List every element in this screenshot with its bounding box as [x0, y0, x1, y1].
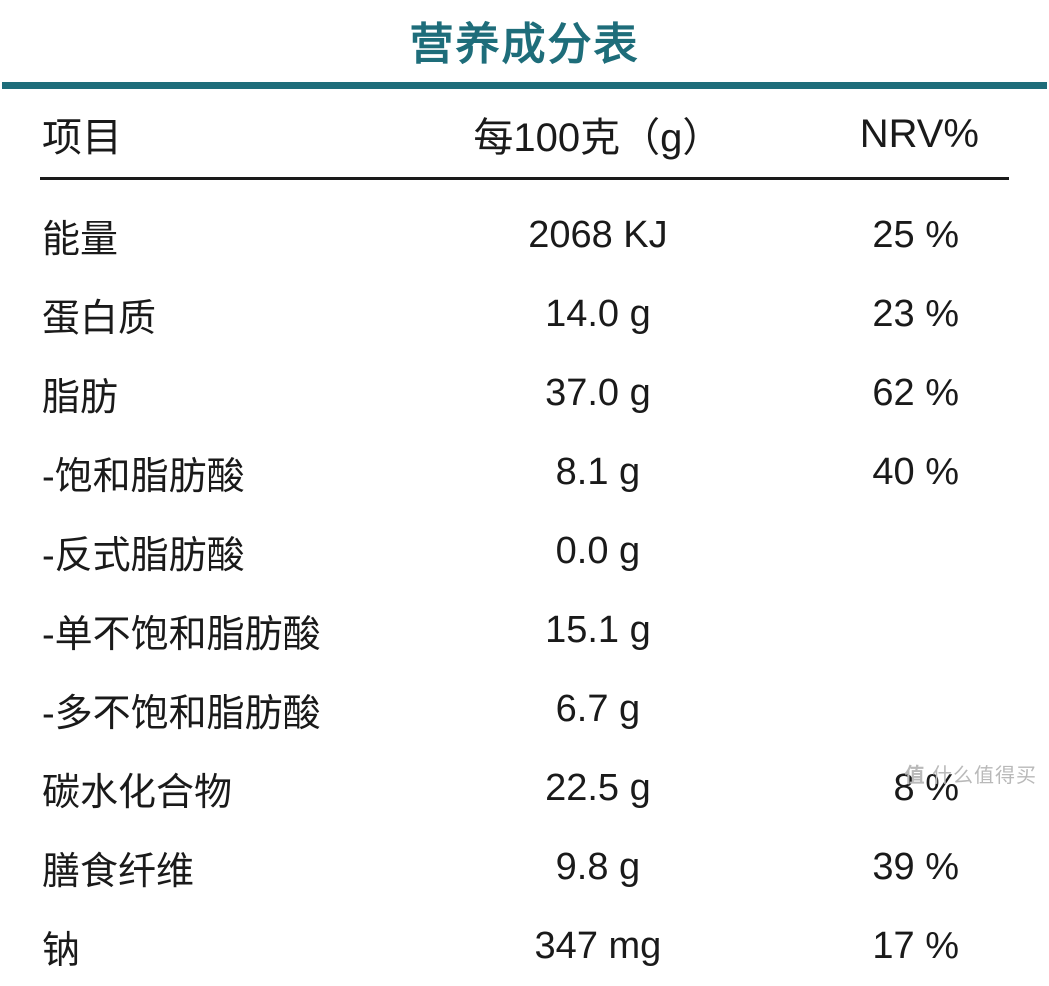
cell-item: -反式脂肪酸 [0, 512, 441, 591]
table-row: 脂肪37.0 g62 % [0, 354, 1049, 433]
table-title: 营养成分表 [0, 0, 1049, 82]
cell-per: 14.0 g [441, 275, 756, 354]
cell-item: 能量 [0, 180, 441, 275]
table-row: -饱和脂肪酸8.1 g40 % [0, 433, 1049, 512]
table-row: -单不饱和脂肪酸15.1 g [0, 591, 1049, 670]
nutrition-table-body: 能量2068 KJ25 %蛋白质14.0 g23 %脂肪37.0 g62 %-饱… [0, 180, 1049, 986]
cell-nrv: 62 % [755, 354, 1049, 433]
cell-item: 钠 [0, 907, 441, 986]
table-row: 钠347 mg17 % [0, 907, 1049, 986]
cell-per: 15.1 g [441, 591, 756, 670]
cell-per: 22.5 g [441, 749, 756, 828]
cell-item: -饱和脂肪酸 [0, 433, 441, 512]
header-nrv: NRV% [755, 89, 1049, 177]
table-row: 能量2068 KJ25 % [0, 180, 1049, 275]
cell-item: 碳水化合物 [0, 749, 441, 828]
cell-nrv: 17 % [755, 907, 1049, 986]
cell-per: 6.7 g [441, 670, 756, 749]
cell-per: 8.1 g [441, 433, 756, 512]
nutrition-table: 项目 每100克（g） NRV% [0, 89, 1049, 177]
cell-nrv: 23 % [755, 275, 1049, 354]
cell-per: 347 mg [441, 907, 756, 986]
cell-nrv: 40 % [755, 433, 1049, 512]
cell-nrv: 25 % [755, 180, 1049, 275]
title-rule [2, 82, 1047, 89]
table-row: -反式脂肪酸0.0 g [0, 512, 1049, 591]
cell-item: 膳食纤维 [0, 828, 441, 907]
cell-nrv: 39 % [755, 828, 1049, 907]
watermark-prefix: 值 [904, 765, 932, 787]
cell-nrv [755, 512, 1049, 591]
cell-per: 0.0 g [441, 512, 756, 591]
cell-nrv [755, 670, 1049, 749]
table-header-row: 项目 每100克（g） NRV% [0, 89, 1049, 177]
cell-per: 9.8 g [441, 828, 756, 907]
cell-item: 脂肪 [0, 354, 441, 433]
cell-item: -多不饱和脂肪酸 [0, 670, 441, 749]
header-per: 每100克（g） [441, 89, 756, 177]
header-item: 项目 [0, 89, 441, 177]
table-row: 膳食纤维9.8 g39 % [0, 828, 1049, 907]
cell-item: -单不饱和脂肪酸 [0, 591, 441, 670]
cell-per: 37.0 g [441, 354, 756, 433]
cell-nrv [755, 591, 1049, 670]
table-row: 碳水化合物22.5 g8 % [0, 749, 1049, 828]
watermark-text: 什么值得买 [932, 765, 1037, 787]
cell-item: 蛋白质 [0, 275, 441, 354]
table-row: 蛋白质14.0 g23 % [0, 275, 1049, 354]
table-row: -多不饱和脂肪酸6.7 g [0, 670, 1049, 749]
watermark: 值 什么值得买 [904, 759, 1037, 788]
cell-per: 2068 KJ [441, 180, 756, 275]
